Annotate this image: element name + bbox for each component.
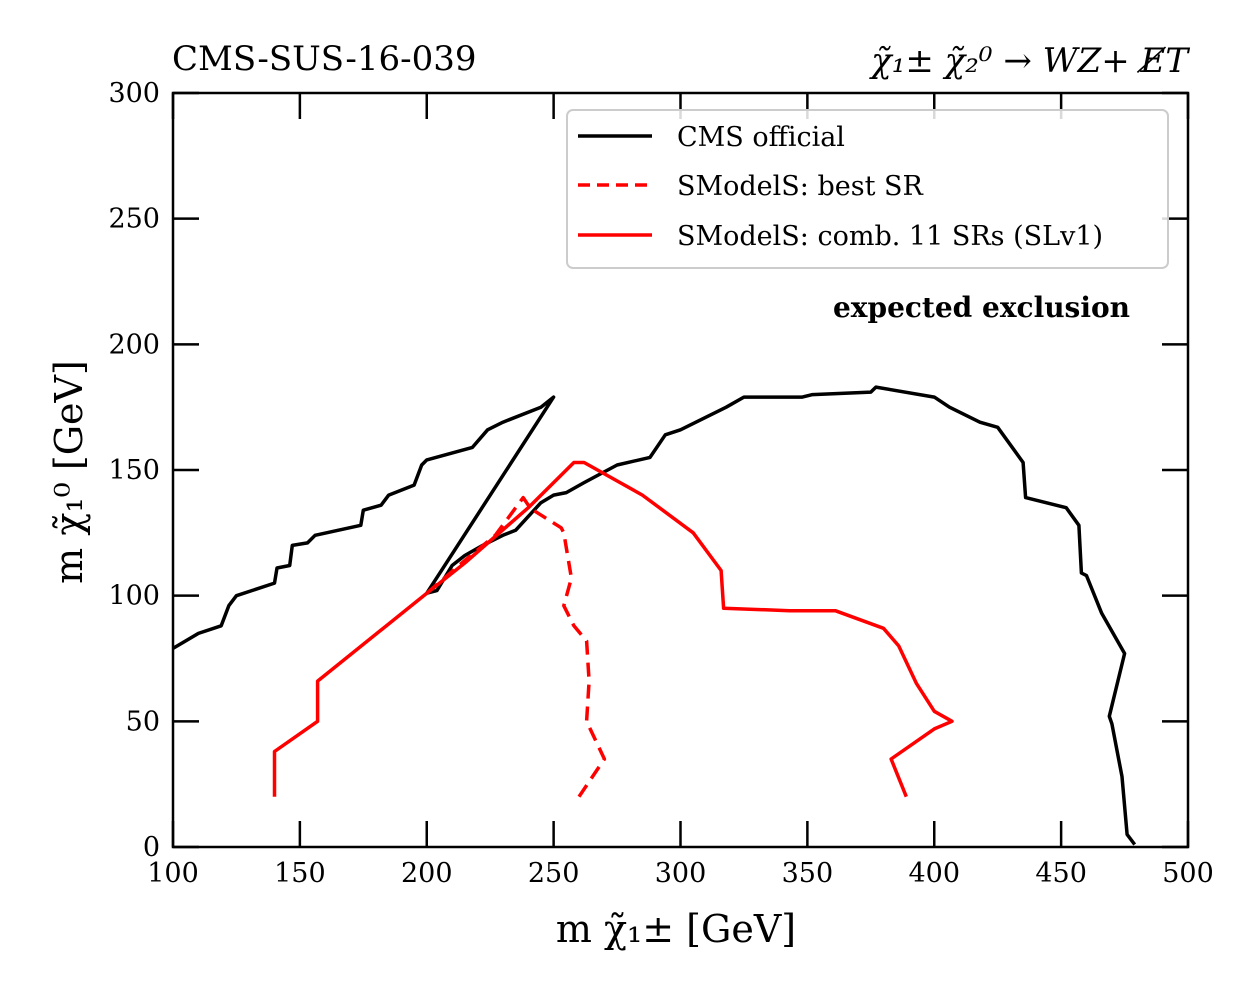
series-line-2 xyxy=(272,460,954,798)
chart-title-right: χ̃₁± χ̃₂⁰ → WZ+ E̸T xyxy=(869,41,1190,81)
x-tick-label-450: 450 xyxy=(1035,858,1087,889)
x-tick-label-100: 100 xyxy=(147,858,199,889)
x-tick-label-300: 300 xyxy=(655,858,707,889)
series-layer xyxy=(173,385,1137,846)
legend-box xyxy=(566,109,1169,269)
y-axis-title: m χ̃₁⁰ [GeV] xyxy=(47,360,91,584)
legend: CMS official SModelS: best SR SModelS: c… xyxy=(566,109,1169,269)
legend-label-comb-srs: SModelS: comb. 11 SRs (SLv1) xyxy=(677,221,1103,252)
x-axis-title: m χ̃₁± [GeV] xyxy=(556,907,796,951)
legend-label-cms-official: CMS official xyxy=(677,122,845,153)
series-line-0 xyxy=(173,385,1137,846)
chart-title-left: CMS-SUS-16-039 xyxy=(172,39,476,79)
x-tick-label-200: 200 xyxy=(401,858,453,889)
y-tick-label-250: 250 xyxy=(108,204,160,235)
x-tick-label-350: 350 xyxy=(782,858,834,889)
y-tick-label-100: 100 xyxy=(108,581,160,612)
expected-exclusion-annotation: expected exclusion xyxy=(833,291,1130,324)
y-tick-label-200: 200 xyxy=(108,329,160,360)
plot-frame xyxy=(171,91,1190,849)
x-tick-label-500: 500 xyxy=(1162,858,1214,889)
series-line-1 xyxy=(425,495,607,798)
ticks-layer: 100 150 200 250 300 350 400 450 500 0 50 100 150 200 2… xyxy=(108,78,1213,889)
y-tick-label-50: 50 xyxy=(126,706,160,737)
x-tick-label-250: 250 xyxy=(528,858,580,889)
legend-label-best-sr: SModelS: best SR xyxy=(677,171,924,202)
y-tick-label-0: 0 xyxy=(143,832,160,863)
x-tick-label-150: 150 xyxy=(274,858,326,889)
x-tick-label-400: 400 xyxy=(908,858,960,889)
y-tick-label-300: 300 xyxy=(108,78,160,109)
y-tick-label-150: 150 xyxy=(108,455,160,486)
